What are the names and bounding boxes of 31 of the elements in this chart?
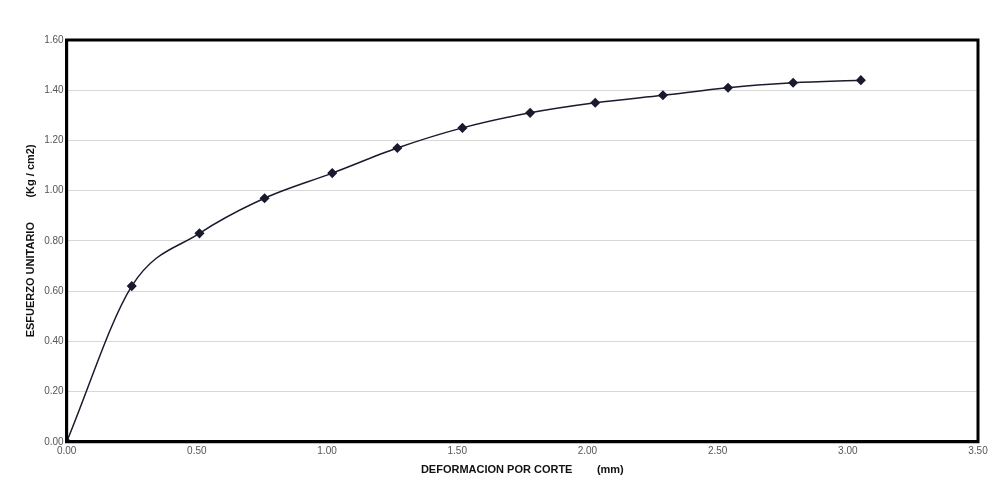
x-tick-label: 1.00 <box>317 444 338 456</box>
y-tick-label: 1.60 <box>44 33 65 45</box>
y-tick-label: 0.60 <box>44 284 65 296</box>
point <box>259 193 270 203</box>
point <box>590 98 600 108</box>
point <box>457 123 468 133</box>
x-tick-label: 2.50 <box>707 444 728 456</box>
y-tick-label: 1.00 <box>44 184 65 196</box>
point <box>525 108 535 118</box>
x-tick-label: 1.50 <box>447 444 468 456</box>
point <box>723 82 733 93</box>
x-axis-title: DEFORMACION POR CORTE (mm) <box>420 463 625 476</box>
point <box>327 168 337 178</box>
y-tick-label: 0.40 <box>44 335 65 347</box>
point <box>127 281 137 291</box>
x-tick-label: 3.00 <box>838 444 858 456</box>
x-tick-label: 3.50 <box>968 444 989 456</box>
y-tick-label: 0.00 <box>44 435 65 447</box>
y-tick-label: 0.20 <box>44 385 65 397</box>
x-tick-label: 2.00 <box>577 444 598 456</box>
y-axis-title: ESFUERZO UNITARIO (Kg / cm2) <box>23 144 36 338</box>
point <box>658 90 668 100</box>
point <box>194 228 205 239</box>
point <box>856 75 866 85</box>
x-tick-label: 0.00 <box>56 444 77 456</box>
x-tick-label: 0.50 <box>187 444 208 456</box>
point <box>392 143 403 153</box>
y-tick-label: 0.80 <box>44 234 65 246</box>
y-tick-label: 1.20 <box>44 134 65 146</box>
point <box>788 77 798 88</box>
y-tick-label: 1.40 <box>44 83 65 95</box>
